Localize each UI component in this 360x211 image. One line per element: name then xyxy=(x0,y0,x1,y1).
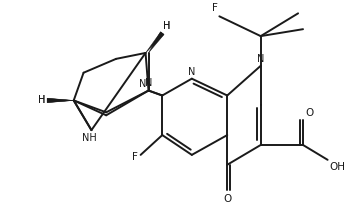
Text: H: H xyxy=(163,21,171,31)
Text: H: H xyxy=(38,95,45,106)
Polygon shape xyxy=(47,98,74,103)
Polygon shape xyxy=(145,32,164,53)
Text: F: F xyxy=(132,152,138,162)
Text: N: N xyxy=(188,67,195,77)
Text: O: O xyxy=(305,108,313,118)
Text: O: O xyxy=(223,194,231,204)
Text: OH: OH xyxy=(329,162,346,172)
Text: N: N xyxy=(145,78,152,88)
Text: N: N xyxy=(257,54,264,64)
Polygon shape xyxy=(149,32,164,53)
Polygon shape xyxy=(47,98,74,103)
Text: F: F xyxy=(212,3,217,13)
Text: H: H xyxy=(38,95,45,106)
Text: N: N xyxy=(139,79,147,89)
Text: NH: NH xyxy=(82,133,97,143)
Text: H: H xyxy=(163,21,170,31)
